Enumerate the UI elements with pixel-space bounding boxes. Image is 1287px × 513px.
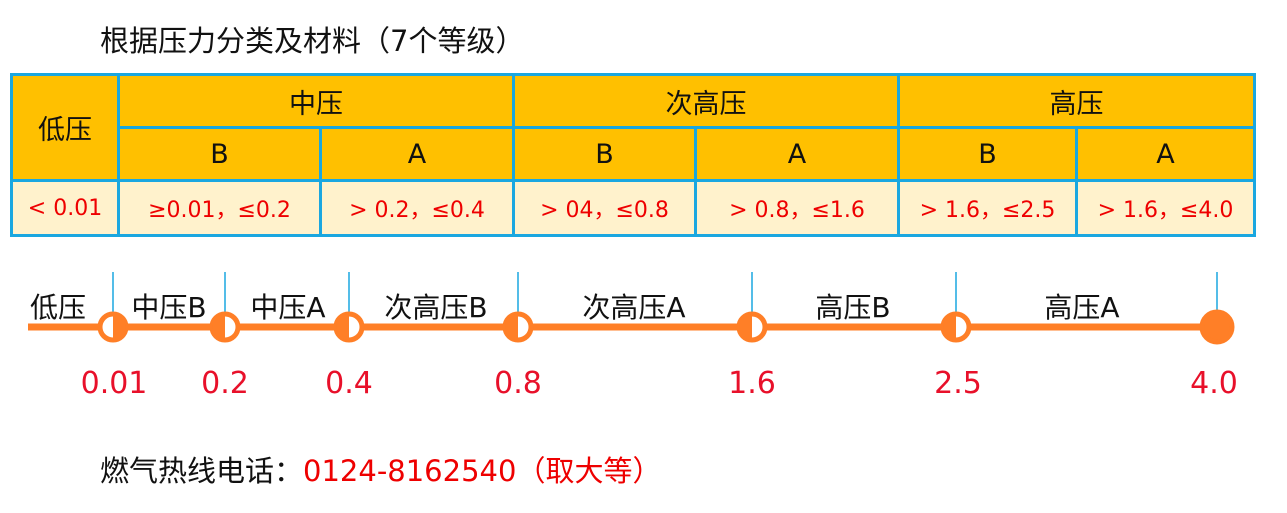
segment-label: 中压A [250, 291, 326, 324]
point-value: 4.0 [1190, 366, 1238, 401]
range-cell: > 1.6，≤4.0 [1075, 179, 1256, 237]
point-value: 0.4 [325, 366, 373, 401]
hotline: 燃气热线电话：0124-8162540（取大等） [100, 448, 661, 490]
header-sub-high: 次高压 [512, 73, 900, 129]
segment-label: 次高压A [582, 291, 686, 324]
segment-label: 次高压B [384, 291, 488, 324]
range-cell: < 0.01 [10, 179, 120, 237]
point-half-fill [336, 314, 349, 340]
point-half-fill [943, 314, 956, 340]
range-cell: > 0.8，≤1.6 [694, 179, 900, 237]
point-half-fill [739, 314, 752, 340]
grade-cell: A [319, 126, 515, 182]
range-cell: > 0.2，≤0.4 [319, 179, 515, 237]
pressure-table: 低压 中压 次高压 高压 B A B A B A < 0.01 ≥0.01，≤0… [10, 73, 1256, 237]
point-value: 1.6 [728, 366, 776, 401]
segment-label: 高压B [815, 291, 891, 324]
grade-cell: B [897, 126, 1078, 182]
segment-label: 中压B [131, 291, 207, 324]
segment-label: 高压A [1044, 291, 1120, 324]
point-value: 0.01 [80, 366, 148, 401]
grade-cell: B [117, 126, 322, 182]
range-cell: > 1.6，≤2.5 [897, 179, 1078, 237]
range-cell: > 04，≤0.8 [512, 179, 697, 237]
grade-cell: A [694, 126, 900, 182]
grade-cell: B [512, 126, 697, 182]
point-marker [1199, 309, 1235, 345]
header-medium: 中压 [117, 73, 515, 129]
grade-cell: A [1075, 126, 1256, 182]
point-value: 0.8 [494, 366, 542, 401]
point-value: 2.5 [934, 366, 982, 401]
hotline-label: 燃气热线电话： [100, 454, 304, 488]
header-high: 高压 [897, 73, 1256, 129]
point-half-fill [113, 314, 126, 340]
segment-label: 低压 [29, 291, 87, 324]
page-title: 根据压力分类及材料（7个等级） [100, 24, 525, 58]
header-low: 低压 [10, 73, 120, 182]
point-half-fill [505, 314, 518, 340]
point-half-fill [212, 314, 225, 340]
range-cell: ≥0.01，≤0.2 [117, 179, 322, 237]
hotline-number: 0124-8162540（取大等） [303, 454, 662, 488]
point-value: 0.2 [201, 366, 249, 401]
